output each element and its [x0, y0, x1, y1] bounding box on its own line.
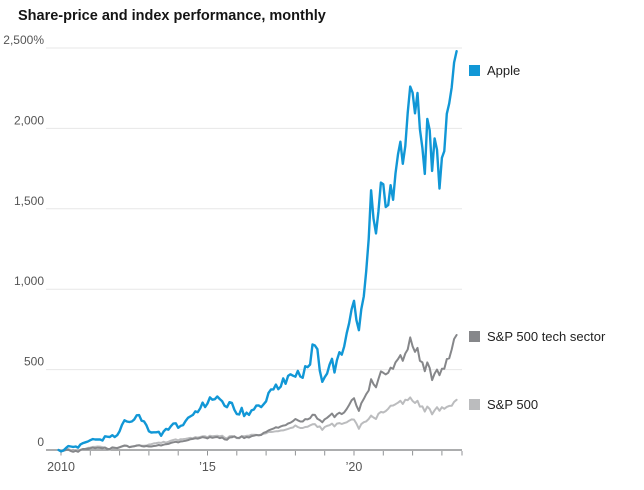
y-axis-tick-label: 2,000 [14, 113, 44, 127]
x-axis-tick-label: 2010 [47, 460, 75, 474]
legend-item-sp500: S&P 500 [469, 397, 538, 412]
legend-label-sp500: S&P 500 [487, 397, 539, 412]
legend-label-sp500-tech-sector: S&P 500 tech sector [487, 329, 606, 344]
tech-legend-swatch-icon [469, 331, 480, 342]
legend-item-sp500-tech-sector: S&P 500 tech sector [469, 329, 605, 344]
legend-item-apple: Apple [469, 63, 520, 78]
y-axis-tick-label: 2,500% [3, 33, 44, 47]
y-axis-tick-label: 1,000 [14, 274, 44, 288]
y-axis-tick-label: 0 [37, 435, 44, 449]
apple-legend-swatch-icon [469, 65, 480, 76]
series-line-apple [57, 50, 458, 453]
sp500-legend-swatch-icon [469, 399, 480, 410]
y-axis-tick-label: 500 [24, 355, 44, 369]
legend-label-apple: Apple [487, 63, 521, 78]
series-line-s-p-500-tech-sector [57, 334, 458, 453]
x-axis-tick-label: ’20 [346, 460, 363, 474]
chart-title: Share-price and index performance, month… [18, 8, 326, 24]
y-axis-tick-label: 1,500 [14, 194, 44, 208]
x-axis-tick-label: ’15 [199, 460, 216, 474]
